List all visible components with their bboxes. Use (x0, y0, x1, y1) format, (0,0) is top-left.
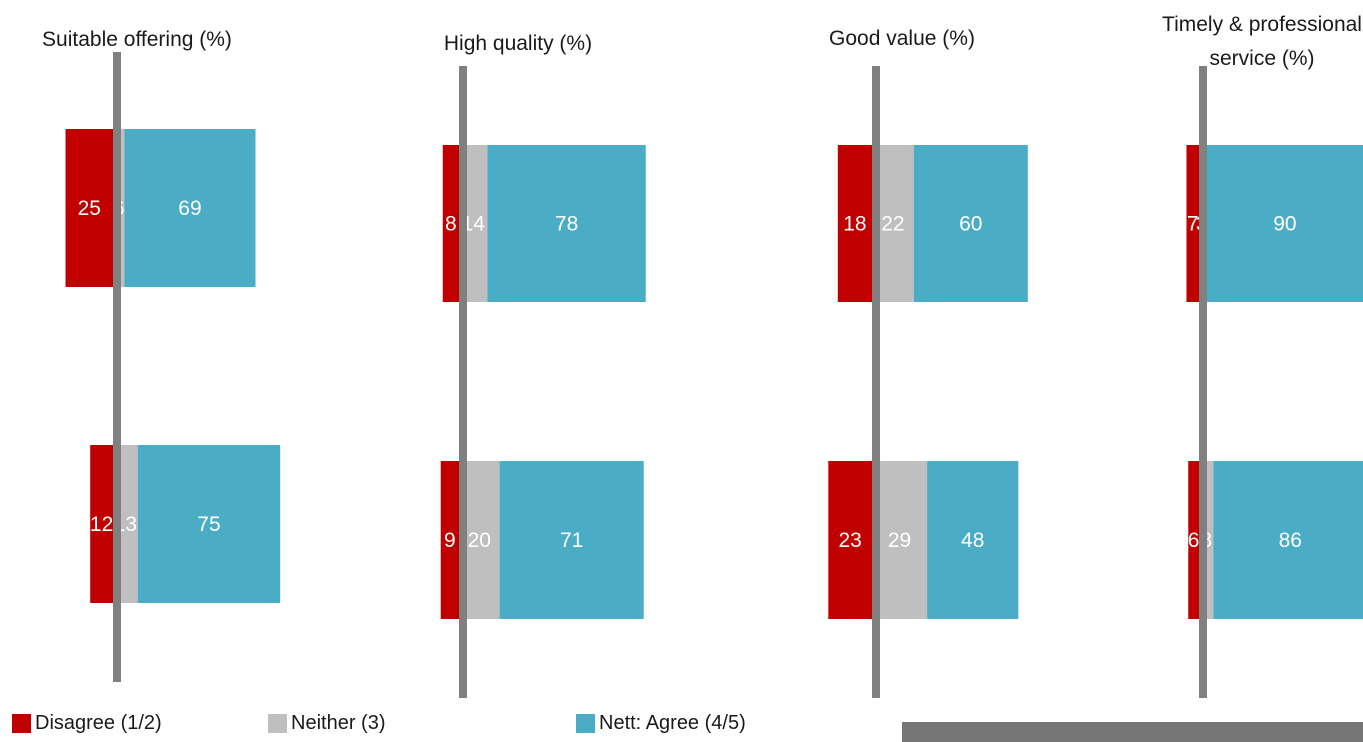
bar-segment-disagree (90, 445, 113, 603)
bar-segment-disagree (442, 145, 459, 302)
data-label-neither: 22 (881, 213, 904, 236)
data-label-disagree: 12 (90, 513, 113, 536)
zero-axis-line (872, 66, 880, 698)
footnote-box (902, 722, 1363, 742)
bar-segment-agree (487, 145, 646, 302)
legend-label-agree: Nett: Agree (4/5) (599, 712, 746, 734)
panel-title-line: Timely & professional (1162, 13, 1362, 36)
bar-segment-agree (124, 129, 256, 287)
bar-segment-agree (927, 461, 1019, 619)
legend: Disagree (1/2) Neither (3) Nett: Agree (… (12, 712, 872, 738)
zero-axis-line (459, 66, 467, 698)
legend-item-agree: Nett: Agree (4/5) (576, 712, 746, 735)
data-label-disagree: 23 (838, 529, 861, 552)
bar-segment-agree (1204, 145, 1363, 302)
bar-segment-agree (913, 145, 1028, 302)
data-label-disagree: 18 (843, 213, 866, 236)
legend-label-disagree: Disagree (1/2) (35, 712, 162, 734)
panel-title-line: Suitable offering (%) (42, 28, 232, 51)
data-label-disagree: 7 (1187, 213, 1199, 236)
bar-segment-agree (499, 461, 644, 619)
data-label-disagree: 6 (1188, 529, 1200, 552)
data-label-agree: 71 (560, 529, 583, 552)
bar-segment-agree (1213, 461, 1363, 619)
zero-axis-line (113, 52, 121, 682)
bar-segment-disagree (65, 129, 113, 287)
data-label-agree: 60 (959, 213, 982, 236)
zero-axis-line (1199, 66, 1207, 698)
legend-item-disagree: Disagree (1/2) (12, 712, 162, 735)
data-label-agree: 78 (555, 213, 578, 236)
data-label-agree: 69 (178, 197, 201, 220)
data-label-disagree: 8 (445, 213, 457, 236)
data-label-disagree: 25 (78, 197, 101, 220)
bar-segment-disagree (1186, 145, 1199, 302)
legend-swatch-disagree (12, 714, 31, 733)
data-label-agree: 48 (961, 529, 984, 552)
panel-title-line: service (%) (1209, 47, 1314, 70)
data-label-neither: 14 (462, 213, 486, 236)
legend-swatch-neither (268, 714, 287, 733)
bar-segment-disagree (1188, 461, 1199, 619)
legend-item-neither: Neither (3) (268, 712, 385, 735)
data-label-agree: 86 (1279, 529, 1302, 552)
legend-swatch-agree (576, 714, 595, 733)
legend-label-neither: Neither (3) (291, 712, 386, 734)
data-label-neither: 29 (888, 529, 911, 552)
bar-segment-neither (872, 461, 928, 619)
bar-segment-disagree (440, 461, 459, 619)
data-label-agree: 90 (1273, 213, 1296, 236)
data-label-neither: 20 (468, 529, 491, 552)
panel-title-line: Good value (%) (829, 27, 975, 50)
data-label-agree: 75 (197, 513, 220, 536)
panel-title-line: High quality (%) (444, 32, 592, 55)
bar-segment-agree (137, 445, 281, 603)
data-label-disagree: 9 (444, 529, 456, 552)
bar-segment-disagree (828, 461, 872, 619)
bar-segment-disagree (837, 145, 872, 302)
